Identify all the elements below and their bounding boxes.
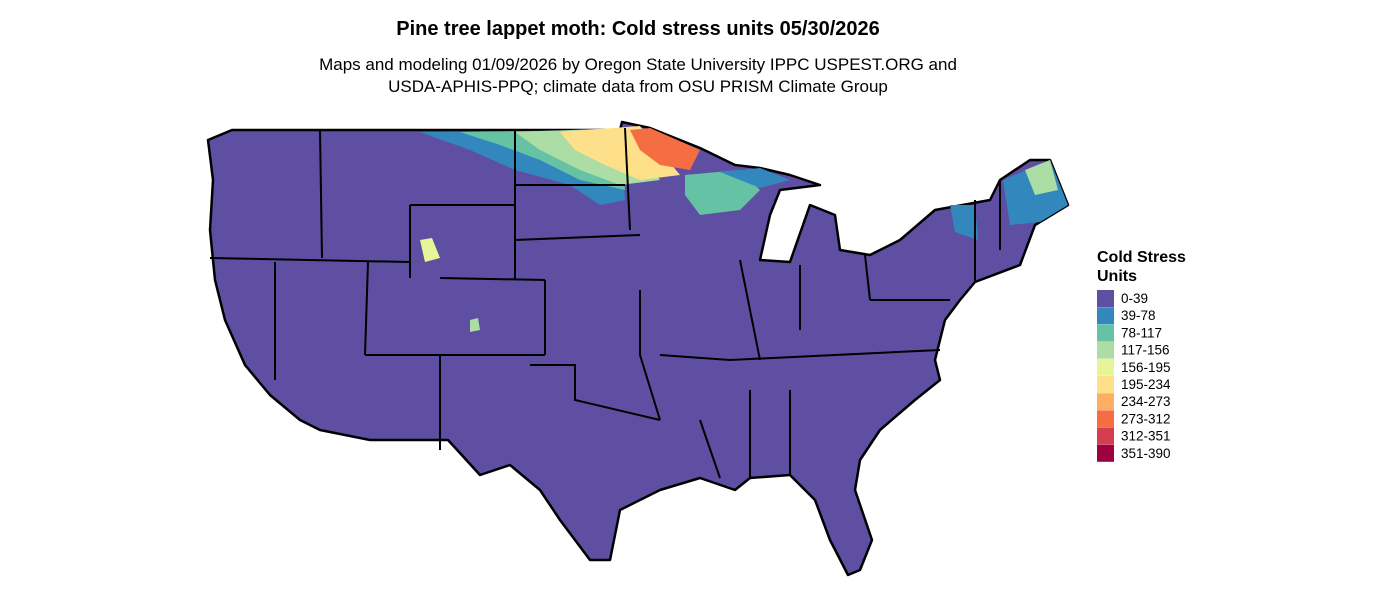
patch bbox=[630, 128, 700, 170]
cold-stress-patches bbox=[420, 126, 1068, 332]
patch bbox=[420, 238, 440, 262]
legend-label: 78-117 bbox=[1121, 325, 1162, 340]
legend-swatch bbox=[1097, 358, 1114, 376]
legend-swatch bbox=[1097, 341, 1114, 359]
patch bbox=[685, 170, 760, 215]
us-outline bbox=[206, 120, 1070, 577]
legend-label: 312-351 bbox=[1121, 429, 1171, 444]
legend-label: 117-156 bbox=[1121, 343, 1170, 358]
patch bbox=[950, 205, 978, 240]
legend-swatch bbox=[1097, 444, 1114, 462]
legend-swatch bbox=[1097, 324, 1114, 342]
legend-swatch bbox=[1097, 290, 1114, 307]
legend-title: Cold Stress bbox=[1097, 249, 1186, 266]
patch bbox=[1025, 160, 1058, 195]
legend-swatch bbox=[1097, 307, 1114, 325]
legend-swatch bbox=[1097, 427, 1114, 445]
patch bbox=[720, 168, 790, 188]
map-subtitle: Maps and modeling 01/09/2026 by Oregon S… bbox=[319, 55, 957, 74]
legend-label: 234-273 bbox=[1121, 394, 1171, 409]
patch bbox=[470, 318, 480, 332]
legend-swatch bbox=[1097, 410, 1114, 428]
map-title: Pine tree lappet moth: Cold stress units… bbox=[396, 18, 880, 40]
legend-title: Units bbox=[1097, 268, 1137, 285]
legend-label: 39-78 bbox=[1121, 308, 1156, 323]
legend-label: 156-195 bbox=[1121, 360, 1171, 375]
legend-label: 351-390 bbox=[1121, 446, 1171, 461]
legend-label: 0-39 bbox=[1121, 291, 1148, 306]
map-subtitle: USDA-APHIS-PPQ; climate data from OSU PR… bbox=[388, 77, 888, 96]
legend-swatch bbox=[1097, 376, 1114, 393]
legend-label: 273-312 bbox=[1121, 411, 1171, 426]
legend-label: 195-234 bbox=[1121, 377, 1171, 392]
legend-swatch bbox=[1097, 393, 1114, 411]
state-borders bbox=[209, 127, 1001, 479]
